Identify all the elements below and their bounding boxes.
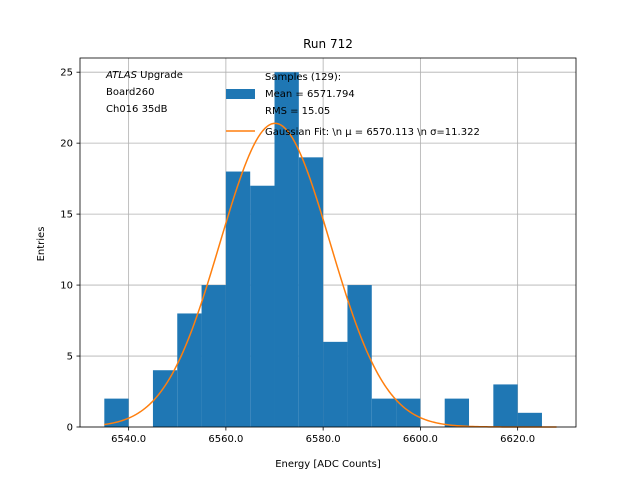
plot-area: 6540.0 6560.0 6580.0 6600.0 6620.0 0 5 10 15 20 25… (60, 57, 577, 445)
y-tick-label: 25 (60, 68, 73, 79)
legend-histogram-label: Samples (129): (265, 72, 341, 83)
y-tick-label: 0 (67, 423, 73, 434)
x-tick-label: 6580.0 (306, 434, 341, 445)
histogram-bar (298, 157, 324, 427)
x-tick-label: 6560.0 (208, 434, 243, 445)
histogram-bar (201, 285, 226, 427)
histogram-bar (444, 398, 470, 427)
histogram-bar (517, 412, 542, 427)
histogram-bar (493, 384, 518, 427)
annotation-rest: Upgrade (137, 70, 183, 81)
histogram-bar (371, 398, 397, 427)
y-tick-label: 10 (60, 281, 73, 292)
y-tick-label: 5 (67, 352, 73, 363)
x-tick-label: 6600.0 (403, 434, 438, 445)
axes-frame (79, 57, 577, 428)
y-tick-label: 20 (60, 139, 73, 150)
annotation-line-3: Ch016 35dB (106, 104, 168, 115)
histogram-bar (274, 72, 299, 427)
x-axis-label: Energy [ADC Counts] (275, 459, 381, 470)
chart-title: Run 712 (303, 37, 353, 51)
legend: Samples (129): Mean = 6571.794 RMS = 15.… (226, 72, 480, 138)
x-tick-label: 6540.0 (111, 434, 146, 445)
legend-histogram-label: Mean = 6571.794 (265, 89, 355, 100)
x-tick-label: 6620.0 (500, 434, 535, 445)
histogram-bar (177, 313, 202, 427)
histogram-bar (347, 285, 372, 427)
annotation-line-2: Board260 (106, 87, 154, 98)
histogram-bar (225, 171, 251, 427)
histogram-bar (152, 370, 178, 427)
legend-histogram-swatch (226, 89, 255, 99)
y-axis-label: Entries (36, 227, 47, 262)
annotation-italic: ATLAS (105, 70, 138, 81)
legend-fit-label: Gaussian Fit: \n μ = 6570.113 \n σ=11.32… (265, 127, 480, 138)
annotation-line-1: ATLAS Upgrade (105, 70, 183, 81)
histogram-bar (250, 185, 275, 427)
y-tick-label: 15 (60, 210, 73, 221)
histogram-bar (323, 341, 348, 427)
legend-histogram-label: RMS = 15.05 (265, 106, 330, 117)
